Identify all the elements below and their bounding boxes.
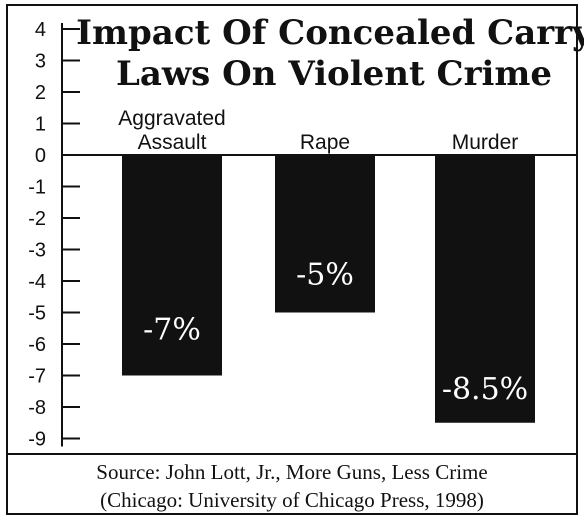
chart-title-line-2: Laws On Violent Crime xyxy=(116,54,552,94)
data-label: -8.5% xyxy=(442,372,528,407)
y-tick-label: -7 xyxy=(28,366,46,388)
y-tick-label: -9 xyxy=(28,429,46,451)
source-line-1: Source: John Lott, Jr., More Guns, Less … xyxy=(96,460,488,484)
y-tick-label: -8 xyxy=(28,397,46,419)
bar xyxy=(435,155,535,423)
bar xyxy=(122,155,222,376)
y-tick-label: -6 xyxy=(28,334,46,356)
y-tick-label: 1 xyxy=(35,114,46,136)
source-line-2: (Chicago: University of Chicago Press, 1… xyxy=(100,488,484,512)
category-label: Murder xyxy=(452,131,519,154)
category-label: Assault xyxy=(138,131,207,154)
data-label: -5% xyxy=(296,258,354,293)
y-tick-label: -4 xyxy=(28,271,46,293)
y-tick-label: 2 xyxy=(35,82,46,104)
y-tick-label: 3 xyxy=(35,51,46,73)
category-label: Rape xyxy=(300,131,350,154)
y-tick-label: 0 xyxy=(35,145,46,167)
bar xyxy=(275,155,375,313)
source-caption: Source: John Lott, Jr., More Guns, Less … xyxy=(6,453,578,515)
chart-title-line-1: Impact Of Concealed Carry xyxy=(76,13,584,53)
data-label: -7% xyxy=(143,313,201,348)
category-label: Aggravated xyxy=(118,107,225,130)
y-tick-label: -3 xyxy=(28,240,46,262)
y-tick-label: -2 xyxy=(28,208,46,230)
y-tick-label: -1 xyxy=(28,177,46,199)
y-tick-label: 4 xyxy=(35,19,46,41)
y-tick-label: -5 xyxy=(28,303,46,325)
